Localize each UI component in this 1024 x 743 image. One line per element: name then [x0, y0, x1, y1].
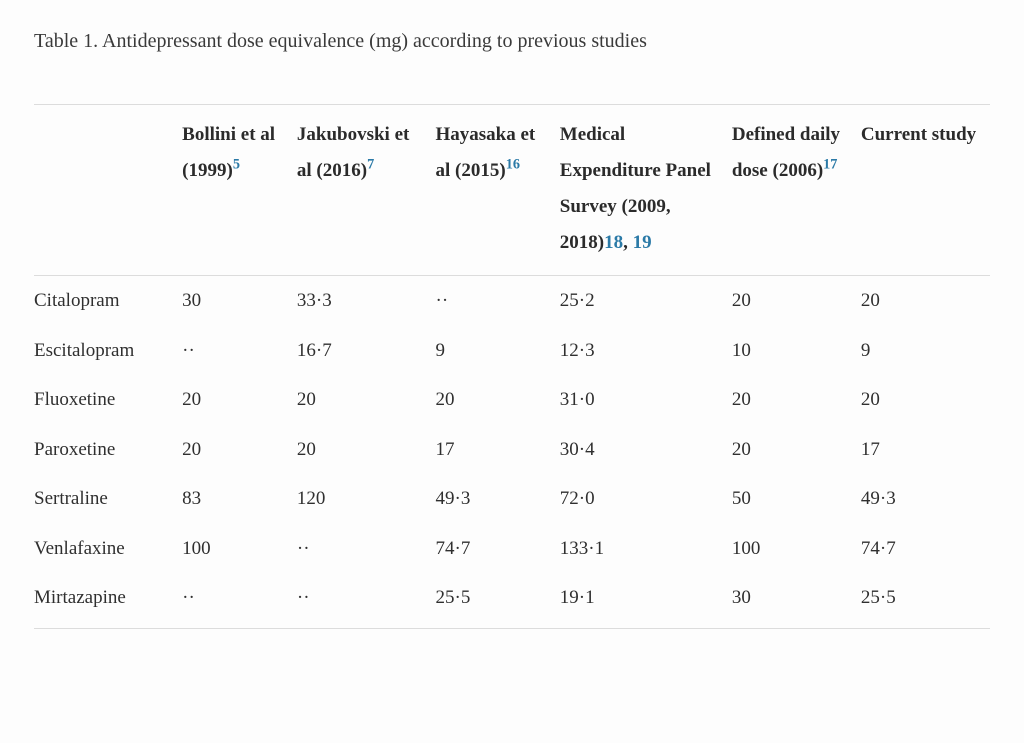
cell: ··	[297, 524, 436, 573]
table-body: Citalopram3033·3··25·22020Escitalopram··…	[34, 276, 990, 629]
row-name: Venlafaxine	[34, 524, 182, 573]
cell: 20	[732, 425, 861, 474]
cell: 16·7	[297, 326, 436, 375]
table-caption-text: Antidepressant dose equivalence (mg) acc…	[102, 30, 647, 52]
cell: ··	[436, 276, 560, 326]
cell: 72·0	[560, 474, 732, 523]
cell: 50	[732, 474, 861, 523]
cell: 49·3	[436, 474, 560, 523]
cell: 49·3	[861, 474, 990, 523]
reference-link[interactable]: 18	[604, 232, 623, 253]
cell: 17	[861, 425, 990, 474]
ref-separator: ,	[623, 232, 633, 253]
cell: 83	[182, 474, 297, 523]
table-row: Escitalopram··16·7912·3109	[34, 326, 990, 375]
table-caption-sep: .	[93, 30, 102, 52]
cell: 19·1	[560, 573, 732, 629]
cell: 74·7	[436, 524, 560, 573]
row-name: Escitalopram	[34, 326, 182, 375]
cell: 25·2	[560, 276, 732, 326]
table-caption: Table 1. Antidepressant dose equivalence…	[34, 26, 990, 56]
cell: 133·1	[560, 524, 732, 573]
cell: ··	[182, 326, 297, 375]
cell: 33·3	[297, 276, 436, 326]
cell: 20	[861, 276, 990, 326]
row-name: Fluoxetine	[34, 375, 182, 424]
cell: 17	[436, 425, 560, 474]
table-row: Venlafaxine100··74·7133·110074·7	[34, 524, 990, 573]
cell: 20	[182, 375, 297, 424]
table-header: Bollini et al (1999)5Jakubovski et al (2…	[34, 105, 990, 276]
table-row: Mirtazapine····25·519·13025·5	[34, 573, 990, 629]
table-caption-label: Table 1	[34, 30, 93, 52]
cell: 120	[297, 474, 436, 523]
cell: 20	[182, 425, 297, 474]
reference-link[interactable]: 5	[233, 157, 240, 173]
cell: 9	[436, 326, 560, 375]
cell: 20	[732, 375, 861, 424]
table-row: Paroxetine20201730·42017	[34, 425, 990, 474]
cell: 30·4	[560, 425, 732, 474]
cell: 20	[297, 375, 436, 424]
cell: 12·3	[560, 326, 732, 375]
cell: 20	[732, 276, 861, 326]
reference-link[interactable]: 17	[823, 157, 837, 173]
column-header-ddd: Defined daily dose (2006)17	[732, 105, 861, 276]
column-header-jakubovski: Jakubovski et al (2016)7	[297, 105, 436, 276]
cell: 10	[732, 326, 861, 375]
table-row: Fluoxetine20202031·02020	[34, 375, 990, 424]
reference-link[interactable]: 16	[506, 157, 520, 173]
row-name: Citalopram	[34, 276, 182, 326]
table-row: Citalopram3033·3··25·22020	[34, 276, 990, 326]
row-name: Sertraline	[34, 474, 182, 523]
cell: 25·5	[436, 573, 560, 629]
reference-link[interactable]: 19	[633, 232, 652, 253]
column-header-hayasaka: Hayasaka et al (2015)16	[436, 105, 560, 276]
cell: ··	[182, 573, 297, 629]
cell: 100	[732, 524, 861, 573]
cell: 31·0	[560, 375, 732, 424]
column-header-label: Bollini et al (1999)	[182, 124, 275, 181]
dose-equivalence-table: Bollini et al (1999)5Jakubovski et al (2…	[34, 104, 990, 629]
reference-link[interactable]: 7	[367, 157, 374, 173]
row-name: Paroxetine	[34, 425, 182, 474]
cell: 25·5	[861, 573, 990, 629]
table-row: Sertraline8312049·372·05049·3	[34, 474, 990, 523]
column-header-label: Jakubovski et al (2016)	[297, 124, 409, 181]
column-header-rowhead	[34, 105, 182, 276]
cell: 9	[861, 326, 990, 375]
cell: ··	[297, 573, 436, 629]
column-header-label: Hayasaka et al (2015)	[436, 124, 536, 181]
cell: 30	[732, 573, 861, 629]
column-header-meps: Medical Expenditure Panel Survey (2009, …	[560, 105, 732, 276]
cell: 74·7	[861, 524, 990, 573]
cell: 100	[182, 524, 297, 573]
cell: 20	[436, 375, 560, 424]
cell: 20	[297, 425, 436, 474]
cell: 30	[182, 276, 297, 326]
column-header-bollini: Bollini et al (1999)5	[182, 105, 297, 276]
column-header-label: Current study	[861, 124, 976, 145]
column-header-current: Current study	[861, 105, 990, 276]
cell: 20	[861, 375, 990, 424]
row-name: Mirtazapine	[34, 573, 182, 629]
